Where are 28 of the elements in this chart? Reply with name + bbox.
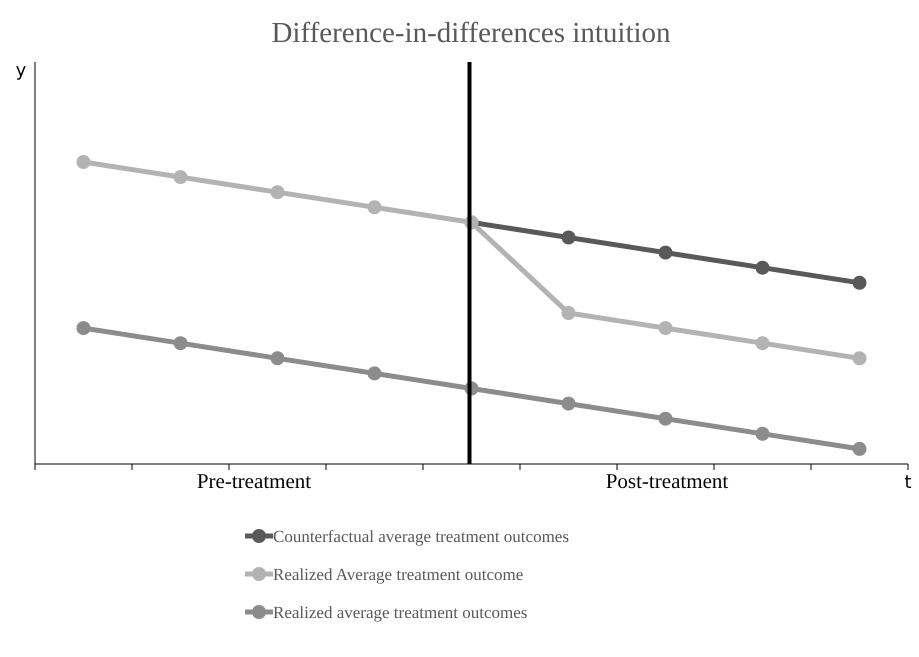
text: Post-treatment bbox=[606, 469, 728, 493]
legend-label: Realized average treatment outcomes bbox=[273, 603, 528, 622]
x-axis-title: t bbox=[904, 472, 912, 493]
point bbox=[658, 321, 672, 336]
point bbox=[852, 351, 866, 366]
legend-label: Counterfactual average treatment outcomes bbox=[273, 527, 569, 546]
point bbox=[562, 396, 576, 411]
point bbox=[756, 336, 770, 350]
point bbox=[270, 351, 284, 366]
y-axis-title: y bbox=[16, 60, 27, 81]
text: Pre-treatment bbox=[196, 469, 312, 493]
point bbox=[562, 306, 576, 320]
point bbox=[76, 321, 90, 336]
point bbox=[174, 170, 188, 184]
point bbox=[756, 260, 770, 275]
chart-title: Difference-in-differences intuition bbox=[271, 17, 672, 49]
point bbox=[368, 366, 382, 380]
point bbox=[562, 230, 576, 244]
legend-label: Realized Average treatment outcome bbox=[273, 565, 524, 584]
point bbox=[658, 246, 672, 260]
point bbox=[658, 412, 672, 426]
point bbox=[174, 336, 188, 350]
point bbox=[756, 426, 770, 441]
point bbox=[270, 185, 284, 200]
point bbox=[368, 200, 382, 214]
point bbox=[852, 442, 866, 456]
point bbox=[852, 276, 866, 290]
point bbox=[76, 155, 90, 169]
